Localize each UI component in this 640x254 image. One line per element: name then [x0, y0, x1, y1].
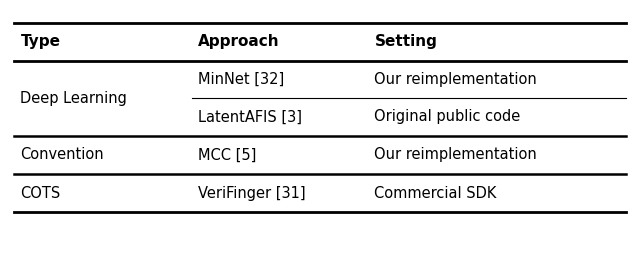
Text: Type: Type	[20, 34, 61, 50]
Text: MCC [5]: MCC [5]	[198, 147, 257, 163]
Text: VeriFinger [31]: VeriFinger [31]	[198, 185, 306, 201]
Text: Our reimplementation: Our reimplementation	[374, 147, 537, 163]
Text: Original public code: Original public code	[374, 109, 521, 124]
Text: Our reimplementation: Our reimplementation	[374, 72, 537, 87]
Text: MinNet [32]: MinNet [32]	[198, 72, 285, 87]
Text: Convention: Convention	[20, 147, 104, 163]
Text: Deep Learning: Deep Learning	[20, 91, 127, 106]
Text: LatentAFIS [3]: LatentAFIS [3]	[198, 109, 302, 124]
Text: Setting: Setting	[374, 34, 437, 50]
Text: Approach: Approach	[198, 34, 280, 50]
Text: COTS: COTS	[20, 185, 61, 201]
Text: Commercial SDK: Commercial SDK	[374, 185, 497, 201]
